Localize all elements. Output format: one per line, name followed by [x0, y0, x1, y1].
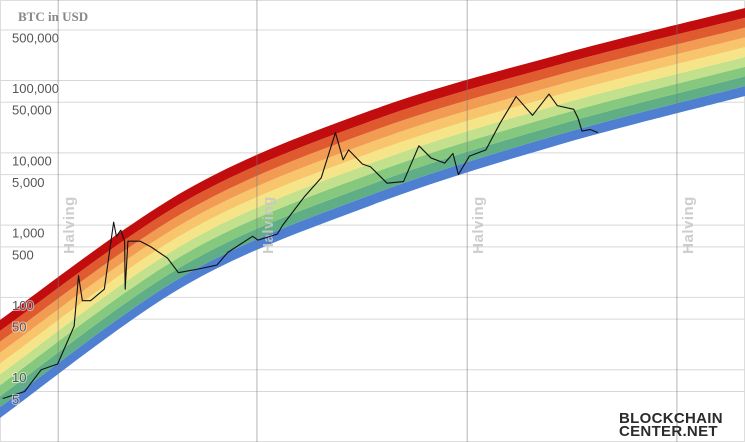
halving-annotations: Halving Halving Halving Halving [57, 0, 697, 442]
y-tick-label: 5,000 [12, 175, 45, 190]
y-tick-label: 100,000 [12, 81, 59, 96]
halving-label: Halving [61, 196, 78, 254]
grid [0, 29, 745, 392]
price-line [2, 93, 599, 399]
logo-line: BLOCKCHAIN [619, 410, 723, 427]
y-tick-label: 5 [12, 392, 19, 407]
logo-line: CENTER.NET [619, 423, 718, 440]
price-series [2, 93, 599, 399]
y-tick-label: 1,000 [12, 226, 45, 241]
halving-label: Halving [470, 196, 487, 254]
y-tick-label: 10,000 [12, 153, 52, 168]
y-tick-label: 500 [12, 247, 34, 262]
chart-title: BTC in USD [18, 9, 88, 24]
halving-label: Halving [260, 196, 277, 254]
y-axis: 5 10 50 100 500 1,000 5,000 10,000 50,000 100,000… [11, 29, 60, 407]
y-tick-label: 50 [12, 320, 26, 335]
y-tick-label: 10 [12, 370, 26, 385]
y-tick-label: 50,000 [12, 103, 52, 118]
y-tick-label: 500,000 [12, 30, 59, 45]
y-tick-label: 100 [12, 298, 34, 313]
halving-label: Halving [680, 196, 697, 254]
